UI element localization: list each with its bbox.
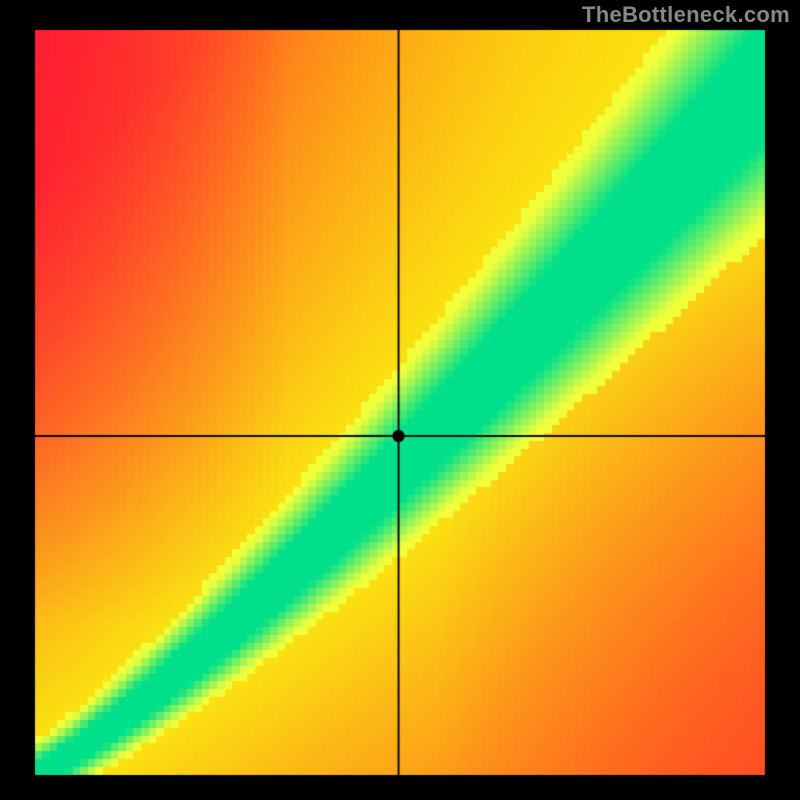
- chart-container: TheBottleneck.com: [0, 0, 800, 800]
- watermark-text: TheBottleneck.com: [582, 2, 790, 28]
- bottleneck-heatmap: [0, 0, 800, 800]
